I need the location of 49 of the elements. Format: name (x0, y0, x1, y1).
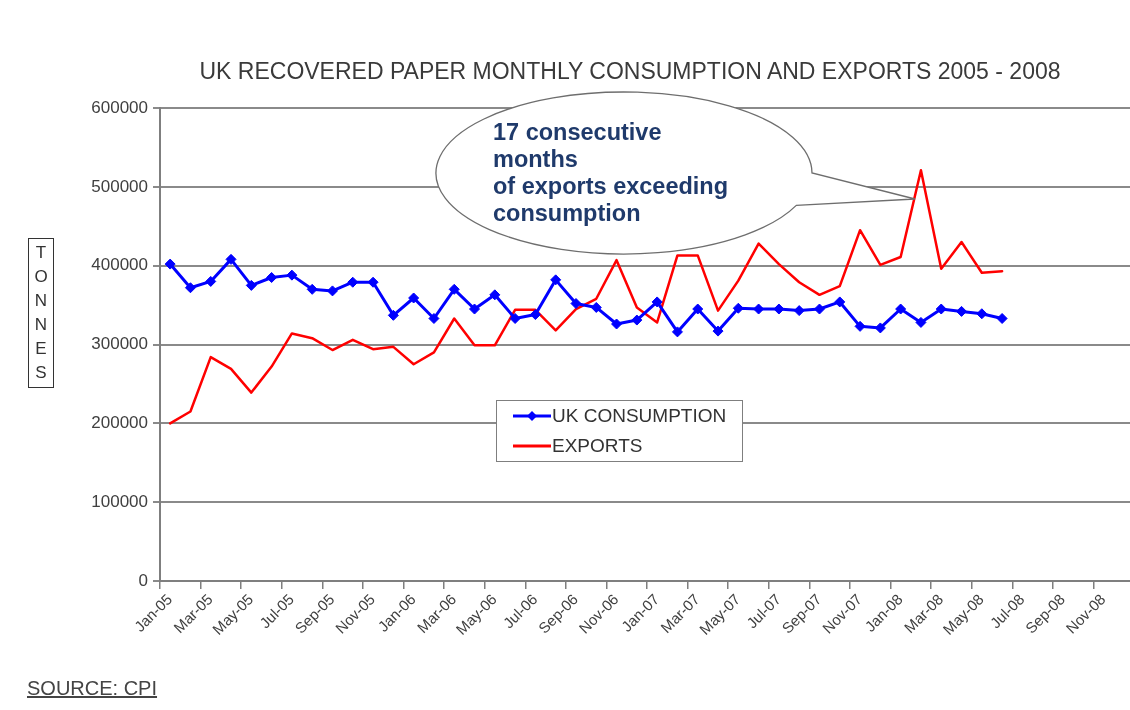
point (428, 312, 440, 324)
point (367, 276, 379, 288)
point (387, 309, 399, 321)
source-note: SOURCE: CPI (27, 677, 158, 700)
point (306, 283, 318, 295)
y-tick-label: 200000 (91, 413, 148, 433)
point (590, 301, 602, 313)
point (854, 320, 866, 332)
point (205, 275, 217, 287)
point (651, 296, 663, 308)
point (550, 274, 562, 286)
point (956, 305, 968, 317)
legend-label: UK CONSUMPTION (552, 404, 727, 427)
point (489, 289, 501, 301)
y-tick-label: 300000 (91, 334, 148, 354)
point (184, 282, 196, 294)
point (509, 312, 521, 324)
point (225, 253, 237, 265)
point (895, 303, 907, 315)
point (834, 296, 846, 308)
point (408, 292, 420, 304)
point (712, 325, 724, 337)
point (611, 318, 623, 330)
chart-title: UK RECOVERED PAPER MONTHLY CONSUMPTION AND EXPORTS 2005 - 2008 (198, 58, 1062, 85)
point (793, 305, 805, 317)
point (996, 312, 1008, 324)
point (448, 283, 460, 295)
y-tick-label: 0 (138, 570, 148, 590)
y-tick-label: 400000 (91, 255, 148, 275)
point (732, 302, 744, 314)
point (469, 303, 481, 315)
point (692, 303, 704, 315)
y-tick-label: 600000 (91, 97, 148, 117)
point (266, 271, 278, 283)
point (164, 258, 176, 270)
point (286, 269, 298, 281)
point (570, 298, 582, 310)
point (935, 303, 947, 315)
point (915, 316, 927, 328)
point (976, 308, 988, 320)
point (671, 326, 683, 338)
point (529, 309, 541, 321)
y-axis-title: TONNES (29, 241, 53, 385)
y-tick-label: 100000 (91, 491, 148, 511)
point (631, 314, 643, 326)
point (245, 279, 257, 291)
y-tick-label: 500000 (91, 176, 148, 196)
annotation: 17 consecutive months of exports exceeding consumption (493, 119, 729, 227)
legend-label: EXPORTS (552, 434, 643, 457)
